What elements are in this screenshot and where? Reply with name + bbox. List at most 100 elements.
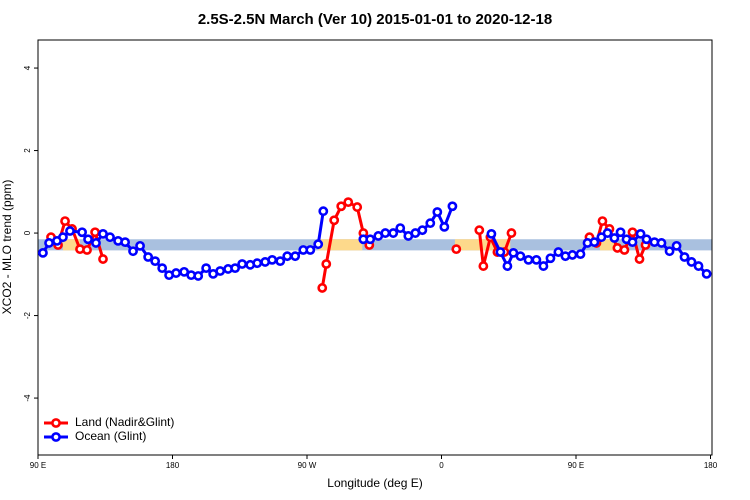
data-point [502,261,513,271]
data-point [193,271,204,281]
data-point [671,240,682,251]
data-point [531,254,542,265]
band [318,239,363,251]
data-point [321,259,332,269]
data-point [237,259,248,269]
chart-title: 2.5S-2.5N March (Ver 10) 2015-01-01 to 2… [198,11,552,28]
x-tick-label: 0 [439,461,444,470]
data-point [447,201,458,212]
data-point [150,256,161,267]
data-point [267,254,278,265]
data-point [83,234,93,245]
legend-marker [51,432,61,442]
x-tick-label: 90 E [568,461,584,470]
plot-frame [37,39,713,456]
data-point [252,258,263,269]
data-point [275,256,286,267]
data-point [395,223,406,234]
data-point [439,221,450,232]
data-point [627,237,638,248]
data-point [615,227,626,238]
data-point [474,225,485,236]
data-point [318,206,329,217]
data-point [619,245,630,255]
data-point [641,234,652,245]
data-point [634,254,645,264]
data-point [506,228,517,238]
y-tick-label: 0 [23,230,32,235]
legend-label: Ocean (Glint) [75,429,146,443]
data-point [58,232,68,243]
data-point [589,237,600,248]
data-point [380,228,391,238]
legend-marker [51,418,61,428]
band [62,239,80,251]
data-point [686,257,697,267]
data-point [478,261,489,271]
y-axis-label: XCO2 - MLO trend (ppm) [0,180,14,315]
data-point [486,228,497,239]
data-point [313,239,324,250]
x-tick-label: 180 [166,461,180,470]
data-point [495,247,506,257]
data-point [82,245,92,255]
band [454,239,511,251]
data-point [157,263,168,274]
data-point [664,246,675,257]
data-point [567,250,578,260]
data-point [215,266,226,276]
data-point [432,207,443,217]
data-point [105,232,115,243]
x-axis-label: Longitude (deg E) [327,476,422,490]
y-tick-label: 4 [23,65,32,70]
data-point [627,227,638,238]
data-point [523,254,534,265]
data-point [597,216,608,226]
data-point [171,268,181,278]
x-tick-label: 90 E [30,461,46,470]
data-point [602,228,613,238]
data-point [98,254,108,264]
data-point [635,228,646,239]
data-point [425,218,436,229]
data-point [538,261,549,271]
data-point [553,247,564,257]
data-point [545,253,556,264]
data-point [693,261,704,271]
data-point [91,238,101,248]
data-point [77,227,87,238]
data-point [679,252,690,262]
data-point [329,215,340,226]
x-tick-label: 90 W [298,461,317,470]
y-tick-label: 2 [23,148,32,153]
data-point [201,263,212,274]
data-point [656,238,667,248]
data-point [365,234,376,245]
data-point [417,225,428,236]
data-point [44,238,54,248]
band [38,239,712,251]
data-point [336,201,347,212]
data-point [575,249,586,260]
data-point [128,246,138,257]
y-tick-label: -4 [23,394,32,402]
data-point [65,226,75,236]
data-point [515,251,526,262]
data-point [352,202,363,212]
data-point [120,237,131,248]
data-point [701,269,712,279]
data-point [290,251,301,262]
data-point [305,245,316,255]
data-point [90,227,100,238]
data-point [451,244,462,255]
y-tick-label: -2 [23,311,32,319]
data-point [282,251,293,262]
data-point [38,247,48,258]
legend-label: Land (Nadir&Glint) [75,415,174,429]
band [599,239,615,251]
data-point [143,252,154,262]
x-tick-label: 180 [704,461,718,470]
data-point [609,233,620,243]
data-point [60,216,70,226]
